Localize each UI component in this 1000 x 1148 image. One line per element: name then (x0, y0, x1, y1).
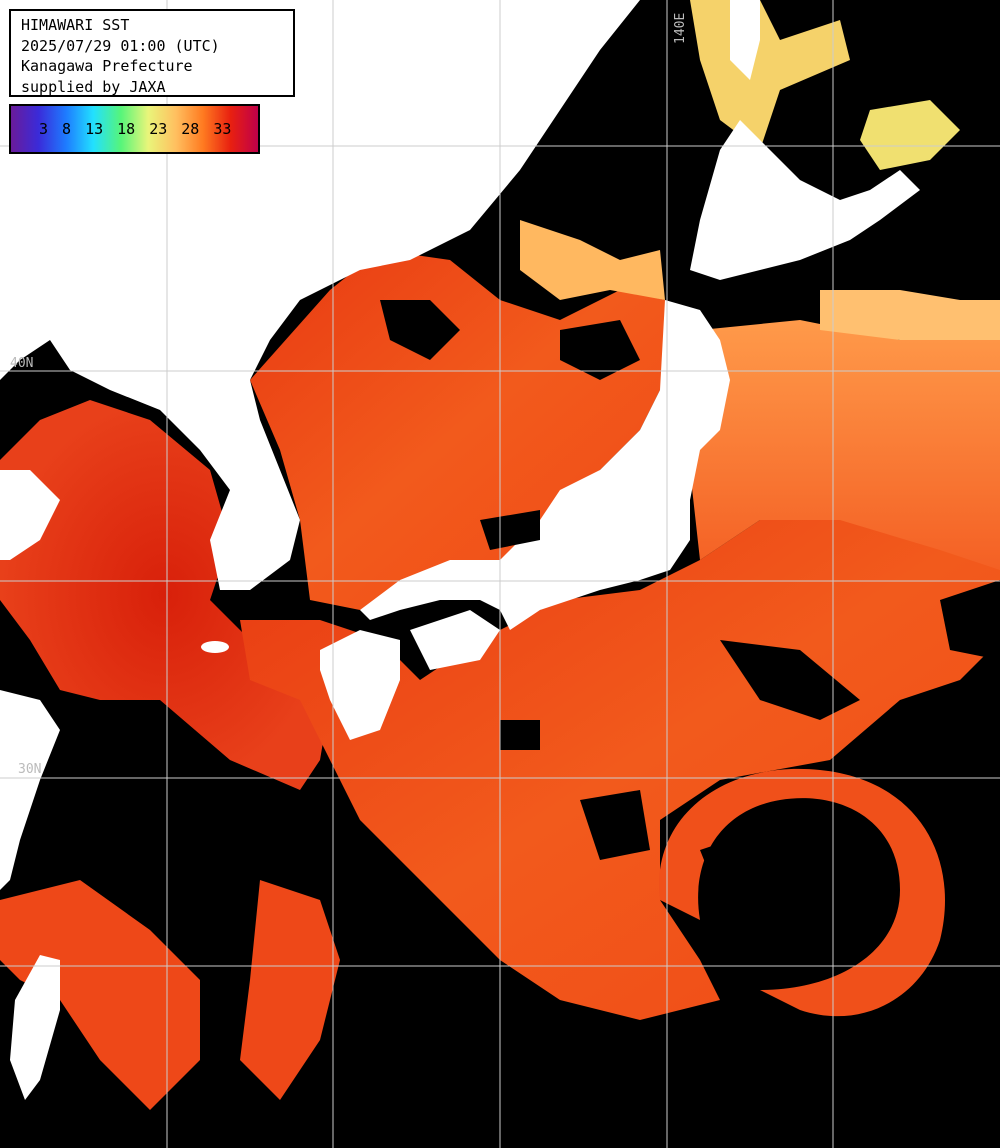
datetime: 2025/07/29 01:00 (UTC) (21, 36, 220, 55)
lat-label-30n: 30N (18, 762, 41, 777)
pacific-south (240, 520, 1000, 1020)
cloud-5 (500, 720, 540, 750)
typhoon-spiral (659, 768, 945, 1017)
info-box: HIMAWARI SST 2025/07/29 01:00 (UTC) Kana… (9, 9, 295, 97)
sea-north-pacific (820, 290, 1000, 340)
sea-north-tsugaru (520, 220, 665, 300)
land-sakhalin (730, 0, 760, 80)
yellow-sea (0, 400, 330, 790)
land-hokkaido (690, 120, 920, 280)
cloud-7 (940, 580, 1000, 660)
cloud-8 (160, 790, 260, 900)
land-kyushu (320, 630, 400, 740)
provider: Kanagawa Prefecture (21, 57, 193, 75)
legend-tick-labels: 3 8 13 18 23 28 33 (11, 106, 258, 152)
sea-east-hokkaido (860, 100, 960, 170)
product-title: HIMAWARI SST (21, 16, 130, 34)
legend-tick: 18 (117, 120, 136, 138)
legend-tick: 13 (85, 120, 104, 138)
cloud-patches (160, 300, 1000, 900)
legend-tick: 33 (213, 120, 232, 138)
cloud-2 (560, 320, 640, 380)
sea-surface (0, 0, 1000, 1110)
cloud-1 (380, 300, 460, 360)
cloud-9 (700, 830, 800, 900)
legend-tick: 3 (39, 120, 49, 138)
cloud-6 (580, 790, 650, 860)
land-shikoku (410, 610, 500, 670)
legend-tick: 8 (62, 120, 72, 138)
cloud-3 (480, 510, 540, 550)
lon-label-140e: 140E (673, 13, 688, 44)
land-honshu (360, 300, 730, 630)
color-legend: 3 8 13 18 23 28 33 (9, 104, 260, 154)
land-taiwan (10, 955, 60, 1100)
cloud-4 (720, 640, 860, 720)
legend-tick: 23 (149, 120, 168, 138)
sea-patch-s (240, 880, 340, 1100)
land-jeju (201, 641, 229, 653)
land-china (0, 470, 60, 560)
supplier: supplied by JAXA (21, 77, 166, 96)
lat-label-40n: 40N (10, 356, 33, 371)
legend-tick: 28 (181, 120, 200, 138)
sea-patch-sw (0, 880, 200, 1110)
pacific-east (690, 320, 1000, 570)
land-china-east (0, 690, 60, 890)
